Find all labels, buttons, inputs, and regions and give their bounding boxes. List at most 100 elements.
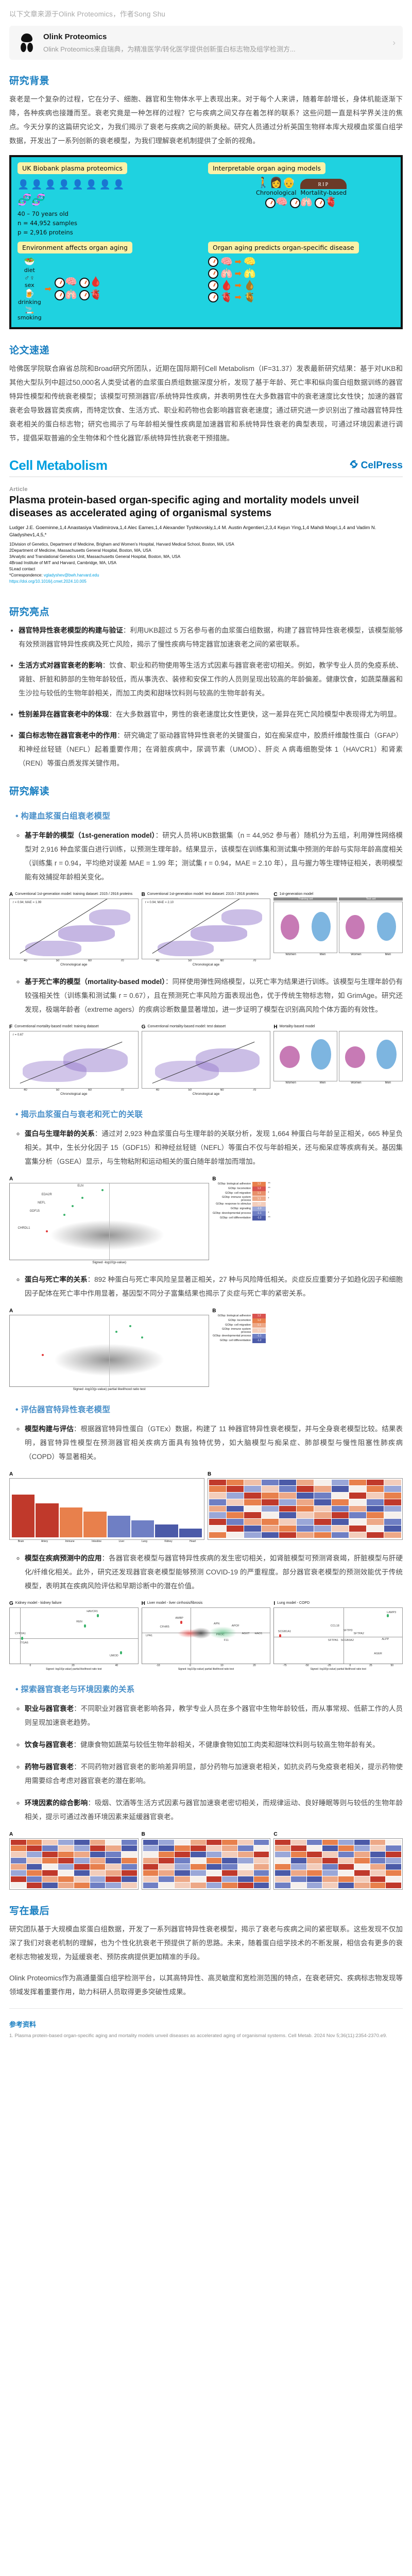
figure-1-panel-a: A Conventional 1st-generation model: tra… (9, 892, 139, 967)
sub1-list: 基于年龄的模型（1st-generation model）：研究人员将UKB数据… (15, 828, 403, 884)
paper-kind: Article (9, 486, 28, 493)
stats-label-a: r = 0.94; MAE = 1.99 (13, 901, 42, 904)
arrow-right-icon-lung: ➡ (234, 269, 242, 279)
section-title-outlook: 写在最后 (9, 1905, 50, 1917)
ga-stat-proteins: p = 2,916 proteins (18, 228, 73, 236)
xticks-b: 40 50 60 70 (156, 959, 256, 962)
highlight-text: ：饮食、职业和药物使用等生活方式因素与器官衰老密切相关。例如，教学专业人员的免疫… (19, 661, 403, 697)
olink-logo-icon (16, 32, 37, 53)
figure-7-panels: A B (9, 1832, 403, 1890)
xlabel-a: Chronological age (60, 962, 88, 967)
correspondence-email[interactable]: vgladyshev@bwh.harvard.edu (43, 572, 99, 578)
figure-2-panel-f: F Conventional mortality-based model: tr… (9, 1024, 139, 1096)
section-title-paper-express: 论文速递 (9, 345, 50, 357)
panel-letter-a: A (9, 891, 13, 897)
ga-stat-age: 40 – 70 years old (18, 210, 68, 218)
gsea-row: GObp: developmental process -1.1 * (212, 1211, 269, 1216)
occupation-heatmap (9, 1838, 139, 1890)
sub1-list-2: 基于死亡率的模型（mortality-based model）：同样使用弹性网络… (15, 975, 403, 1016)
paper-authors: Ludger J.E. Goeminne,1,4 Anastasiya Vlad… (9, 524, 376, 538)
sex-symbols-icon: ♂♀ (24, 274, 35, 282)
volcano-lung: LAMP3 CCL18 SFTPD SFTPA2 SCGB3A2 SFTPA1 … (273, 1607, 403, 1664)
sub2-lead: 蛋白与死亡率的关系 (25, 1275, 88, 1283)
gsea-row: GObp: cell migration 1.1 * (225, 1191, 269, 1196)
ga-label-top-left: UK Biobank plasma proteomics (18, 162, 127, 175)
subsection-title-3: 评估器官特异性衰老模型 (15, 1403, 403, 1415)
cellpress-logo: CelPress (349, 460, 403, 472)
subsection-title-2: 揭示血浆蛋白与衰老和死亡的关联 (15, 1108, 403, 1120)
organ-bar-chart (9, 1478, 204, 1540)
section-title-interpretation: 研究解读 (9, 786, 50, 797)
organ-labels: Brain Artery Immune Intestine Liver Lung Ki… (18, 1539, 196, 1543)
gsea-row: GObp: signaling -1.0 (212, 1206, 403, 1211)
sub3-text: ：各器官衰老模型与器官特异性疾病的发生密切相关，如肾脏模型可预测肾衰竭，肝脏模型… (25, 1554, 403, 1590)
figure-1: A Conventional 1st-generation model: tra… (9, 892, 403, 967)
xlabel-fig6g: Signed -log10(p-value) partial likelihoo… (46, 1667, 102, 1671)
cigarette-icon: 🚬 (25, 306, 34, 314)
tombstone-icon: RIP (300, 179, 347, 190)
env-label-drinking: drinking (18, 299, 41, 306)
xticks-g: 40 50 60 70 (156, 1088, 256, 1092)
ga-disease-block: 🧠 ➡ 🧠 🫁 ➡ 🫁 🩸 ➡ 🩸 🫀 (208, 257, 394, 303)
journal-bar: Cell Metabolism CelPress (9, 457, 403, 478)
salad-icon: 🥗 (24, 257, 35, 267)
paper-title: Plasma protein-based organ-specific agin… (9, 495, 359, 519)
arrow-right-icon-liver: ➡ (234, 281, 242, 291)
chevron-right-icon[interactable]: › (392, 37, 396, 47)
xlabel-fig6h: Signed -log10(p-value) partial likelihoo… (178, 1667, 234, 1671)
scatter-plot-mortality-training: r = 0.67 (9, 1030, 139, 1089)
panel-letter-a: A (9, 1176, 13, 1182)
point-label-gdf15: GDF15 (29, 1210, 40, 1213)
panel-letter-g: G (141, 1024, 146, 1030)
scatter-plot-test: r = 0.94; MAE = 2.10 (141, 898, 271, 959)
figure-1-panels: A Conventional 1st-generation model: tra… (9, 892, 403, 967)
figure-7-panel-b: B (141, 1832, 271, 1890)
panel-caption-b: Conventional 1st-generation model: test … (147, 892, 259, 896)
ga-label-top-right: Interpretable organ aging models (208, 162, 325, 175)
group-header-training: Training set (273, 897, 338, 901)
figure-2-panel-g: G Conventional mortality-based model: te… (141, 1024, 271, 1096)
point-label-eda2r: EDA2R (41, 1193, 52, 1196)
figure-4-panels: A Signed -log10(p-value) partial likelih… (9, 1308, 403, 1391)
highlights-list: 器官特异性衰老模型的构建与验证：利用UKB超过 5 万名参与者的血浆蛋白组数据，… (9, 623, 403, 770)
account-name: Olink Proteomics (43, 32, 107, 41)
panel-letter-b: B (208, 1471, 212, 1477)
ga-cohort-block: 👤 👤 👤 👤 👤 👤 👤 👤 🧬🧬 40 – 70 years old n =… (18, 176, 204, 237)
people-icons: 👤 👤 👤 👤 👤 👤 👤 👤 (18, 179, 125, 190)
figure-3: A ELN EDA2R NEFL GDF15 CHRDL1 Signed - (9, 1176, 403, 1264)
ga-caption-chronological: Chronological (255, 189, 297, 197)
disease-heatmap (208, 1478, 403, 1540)
figure-1-panel-b: B Conventional 1st-generation model: tes… (141, 892, 271, 967)
paper-doi-link[interactable]: https://doi.org/10.1016/j.cmet.2024.10.0… (9, 579, 87, 584)
sub3-lead: 模型构建与评估 (25, 1425, 74, 1433)
sub1-text: ：同样使用弹性网络模型，以死亡率为结果进行训练。该模型与生理年龄仍有较强相关性（… (25, 977, 403, 1013)
xlabel-g: Chronological age (192, 1092, 220, 1096)
xlabel-fig4a: Signed -log10(p-value) partial likelihoo… (73, 1387, 146, 1391)
panel-caption-f: Conventional mortality-based model: trai… (14, 1024, 99, 1028)
correspondence-row: *Correspondence: vgladyshev@bwh.harvard.… (9, 572, 403, 579)
graphical-abstract-figure: UK Biobank plasma proteomics Interpretab… (9, 155, 403, 330)
figure-6: G Kidney model - kidney failure HAVCR1 R… (9, 1601, 403, 1671)
xlabel-fig6i: Signed -log10(p-value) partial likelihoo… (310, 1667, 366, 1671)
sub3-list-2: 模型在疾病预测中的应用：各器官衰老模型与器官特异性疾病的发生密切相关，如肾脏模型… (15, 1551, 403, 1593)
sub1-lead: 基于死亡率的模型（mortality-based model） (25, 977, 166, 986)
affiliation-2: 2Department of Medicine, Massachusetts G… (9, 548, 151, 553)
highlight-item: 性别差异在器官衰老中的体现：在大多数器官中，男性的衰老速度比女性更快，这一差异在… (19, 707, 403, 721)
sub4-text: ：不同职业对器官衰老影响各异，教学专业人员在多个器官中生物年龄较低，而从事常规、… (25, 1704, 403, 1726)
arrow-right-icon-kidney: ➡ (234, 293, 242, 302)
arrow-right-icon: ➡ (44, 284, 52, 294)
reference-item: 1. Plasma protein-based organ-specific a… (9, 2032, 387, 2039)
ga-stat-samples: n = 44,952 samples (18, 219, 77, 227)
panel-letter-f: F (9, 1024, 13, 1030)
sub1-item: 基于年龄的模型（1st-generation model）：研究人员将UKB数据… (25, 828, 403, 884)
highlight-item: 生活方式对器官衰老的影响：饮食、职业和药物使用等生活方式因素与器官衰老密切相关。… (19, 658, 403, 700)
figure-2: F Conventional mortality-based model: tr… (9, 1024, 403, 1096)
panel-letter-c: C (273, 891, 278, 897)
journal-name: Cell Metabolism (9, 457, 108, 473)
figure-5-panels: A Brain Artery Immune Intestine Liver Lung … (9, 1471, 403, 1543)
account-card[interactable]: Olink Proteomics Olink Proteomics来自瑞典，为精… (9, 26, 403, 60)
references-block: 参考资料 1. Plasma protein-based organ-speci… (9, 2019, 403, 2040)
figure-6-panel-g: G Kidney model - kidney failure HAVCR1 R… (9, 1601, 139, 1671)
volcano-kidney: HAVCR1 REN CYP2A1 ITGA6 UMOD (9, 1607, 139, 1664)
highlight-lead: 性别差异在器官衰老中的体现 (19, 710, 109, 718)
